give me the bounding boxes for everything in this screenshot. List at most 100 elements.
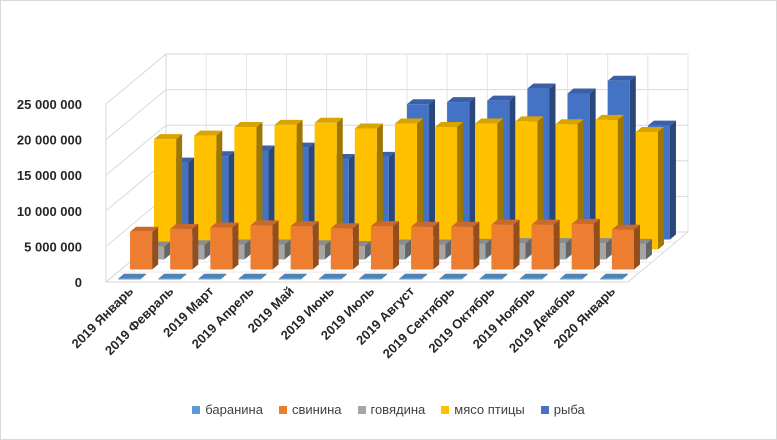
y-tick-label: 0 <box>75 275 82 290</box>
bar-top <box>567 88 596 94</box>
y-tick-label: 10 000 000 <box>17 204 82 219</box>
bar-top <box>519 273 548 279</box>
bar-top <box>318 273 347 279</box>
bar-side <box>260 273 267 280</box>
bar-top <box>435 122 464 128</box>
bar-side <box>509 95 516 240</box>
legend-swatch <box>357 405 366 414</box>
chart-legend: баранина свинина говядина мясо птицы рыб… <box>0 402 777 417</box>
bar-side <box>589 88 596 240</box>
legend-label: говядина <box>370 402 426 417</box>
bar-side <box>633 224 640 270</box>
bar <box>611 229 634 270</box>
bar <box>158 278 181 280</box>
bar-side <box>340 273 347 280</box>
bar <box>559 278 582 280</box>
bar-side <box>565 238 572 260</box>
bar <box>238 278 261 280</box>
bar-side <box>140 273 147 280</box>
bar-side <box>657 127 664 250</box>
gridline <box>105 53 688 105</box>
bar <box>330 228 353 270</box>
bar <box>475 123 498 250</box>
bar-top <box>406 99 436 105</box>
bar <box>451 226 474 270</box>
bar-top <box>647 120 676 126</box>
bar <box>435 127 458 250</box>
bar <box>635 132 658 250</box>
bar-side <box>192 223 199 270</box>
bar-top <box>559 273 588 279</box>
bar-top <box>154 134 183 140</box>
bar-side <box>188 157 195 240</box>
bar-top <box>555 119 584 125</box>
bar-top <box>611 224 640 230</box>
bar-top <box>394 118 424 124</box>
bar-top <box>278 273 307 279</box>
bar <box>274 124 297 250</box>
bar <box>599 278 622 280</box>
bar-side <box>268 145 275 240</box>
legend-item-svinina: свинина <box>278 402 342 417</box>
legend-label: мясо птицы <box>454 402 525 417</box>
bar-top <box>599 273 628 279</box>
bar <box>314 122 337 250</box>
bar <box>250 225 273 270</box>
bar-top <box>475 118 504 124</box>
bar <box>170 228 193 270</box>
bar-side <box>421 273 428 280</box>
bar-side <box>525 238 532 260</box>
bar <box>318 278 341 280</box>
bar-side <box>256 122 263 250</box>
bar-side <box>152 226 159 270</box>
bar-top <box>238 273 267 279</box>
bar-top <box>370 221 400 227</box>
bar-top <box>447 97 476 103</box>
bar <box>399 278 422 280</box>
bar <box>210 227 233 270</box>
bar-side <box>485 238 492 260</box>
bar-side <box>497 118 504 250</box>
bar <box>515 121 538 250</box>
bar <box>370 226 394 270</box>
bar <box>118 278 141 280</box>
bar <box>194 135 217 250</box>
legend-swatch <box>441 405 450 414</box>
bar-side <box>284 239 291 260</box>
bar-side <box>216 130 223 250</box>
bar-side <box>461 273 468 280</box>
y-tick-label: 15 000 000 <box>17 168 82 183</box>
bar-top <box>158 273 187 279</box>
bar-top <box>607 75 636 81</box>
bar-top <box>411 221 440 227</box>
legend-item-ryba: рыба <box>540 402 585 417</box>
bar-top <box>479 273 508 279</box>
bar <box>479 278 502 280</box>
bar-side <box>617 114 624 250</box>
legend-swatch <box>540 405 549 414</box>
bar-top <box>130 226 159 232</box>
bar-side <box>605 238 612 260</box>
bar-top <box>198 273 227 279</box>
bar-side <box>581 273 588 280</box>
bar-side <box>244 239 251 260</box>
y-tick-label: 5 000 000 <box>24 239 82 254</box>
legend-item-govyadina: говядина <box>357 402 426 417</box>
bar-side <box>417 118 424 250</box>
bar-side <box>352 223 359 270</box>
bar <box>555 124 578 250</box>
bar-side <box>176 134 183 250</box>
bar-side <box>501 273 508 280</box>
bar-side <box>429 99 436 240</box>
bar <box>234 127 257 250</box>
bar-top <box>515 116 544 122</box>
bar-side <box>457 122 464 250</box>
bar-side <box>473 221 480 270</box>
bar <box>439 278 462 280</box>
bar-side <box>228 151 235 240</box>
bar <box>519 278 542 280</box>
bar <box>571 223 594 270</box>
bar-top <box>290 221 319 227</box>
bar-side <box>388 151 395 240</box>
bar-side <box>593 218 600 270</box>
